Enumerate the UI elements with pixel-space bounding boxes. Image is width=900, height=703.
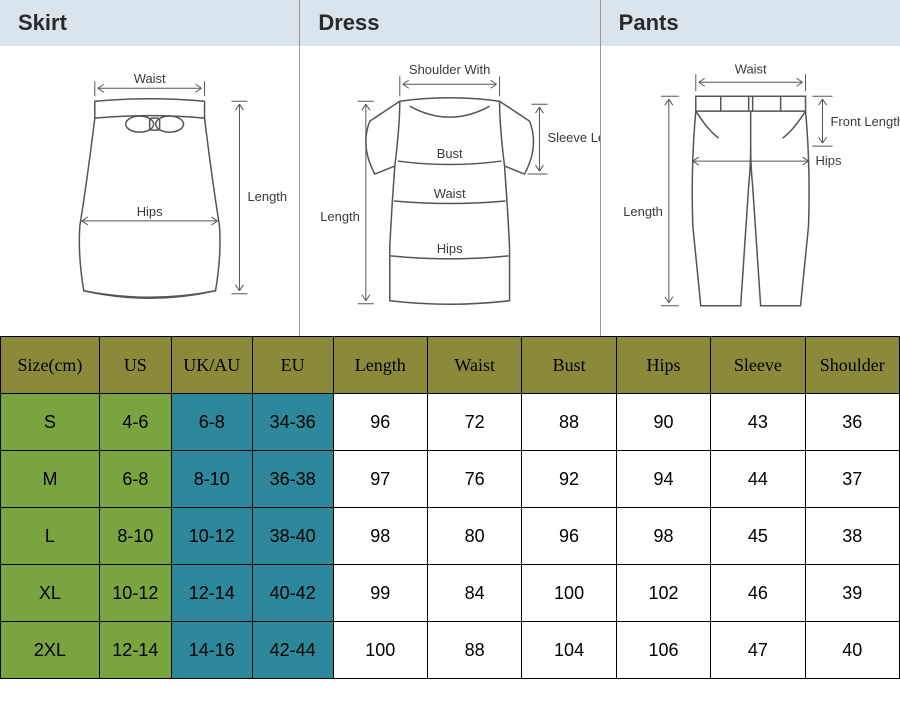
table-cell: 100	[522, 565, 616, 622]
table-cell: 97	[333, 451, 427, 508]
table-cell: XL	[1, 565, 100, 622]
panel-title-pants: Pants	[601, 0, 900, 46]
table-cell: 96	[333, 394, 427, 451]
column-header: Size(cm)	[1, 337, 100, 394]
table-cell: 90	[616, 394, 710, 451]
size-chart-table: Size(cm)USUK/AUEULengthWaistBustHipsSlee…	[0, 336, 900, 679]
table-cell: 106	[616, 622, 710, 679]
skirt-diagram: Waist Hips Length	[0, 46, 299, 336]
table-cell: 40	[805, 622, 899, 679]
table-cell: 12-14	[99, 622, 171, 679]
dress-label-waist: Waist	[434, 186, 466, 201]
table-cell: 43	[711, 394, 805, 451]
table-cell: 88	[427, 622, 521, 679]
table-cell: 4-6	[99, 394, 171, 451]
column-header: US	[99, 337, 171, 394]
table-cell: 38	[805, 508, 899, 565]
table-cell: 8-10	[99, 508, 171, 565]
table-cell: L	[1, 508, 100, 565]
dress-label-shoulder: Shoulder With	[409, 62, 490, 77]
table-cell: 34-36	[252, 394, 333, 451]
table-cell: 76	[427, 451, 521, 508]
pants-label-length: Length	[623, 204, 663, 219]
table-cell: S	[1, 394, 100, 451]
panel-title-skirt: Skirt	[0, 0, 299, 46]
table-cell: 37	[805, 451, 899, 508]
panel-title-dress: Dress	[300, 0, 599, 46]
skirt-label-waist: Waist	[134, 71, 166, 86]
skirt-label-length: Length	[247, 189, 287, 204]
pants-label-front: Front Length	[830, 114, 900, 129]
panel-dress: Dress	[300, 0, 600, 336]
dress-label-bust: Bust	[437, 146, 463, 161]
table-cell: 8-10	[171, 451, 252, 508]
column-header: Hips	[616, 337, 710, 394]
skirt-label-hips: Hips	[137, 204, 163, 219]
column-header: Shoulder	[805, 337, 899, 394]
table-cell: 6-8	[99, 451, 171, 508]
table-cell: 102	[616, 565, 710, 622]
table-cell: 14-16	[171, 622, 252, 679]
table-cell: 44	[711, 451, 805, 508]
table-row: L8-1010-1238-40988096984538	[1, 508, 900, 565]
table-cell: 96	[522, 508, 616, 565]
column-header: Sleeve	[711, 337, 805, 394]
table-cell: 99	[333, 565, 427, 622]
table-cell: 47	[711, 622, 805, 679]
column-header: UK/AU	[171, 337, 252, 394]
table-cell: 45	[711, 508, 805, 565]
table-cell: 94	[616, 451, 710, 508]
column-header: Length	[333, 337, 427, 394]
table-cell: 88	[522, 394, 616, 451]
table-cell: M	[1, 451, 100, 508]
column-header: EU	[252, 337, 333, 394]
table-cell: 6-8	[171, 394, 252, 451]
dress-label-length: Length	[321, 209, 361, 224]
table-row: M6-88-1036-38977692944437	[1, 451, 900, 508]
table-cell: 12-14	[171, 565, 252, 622]
pants-diagram: Waist Hips Length	[601, 46, 900, 336]
diagram-row: Skirt	[0, 0, 900, 336]
table-cell: 40-42	[252, 565, 333, 622]
panel-pants: Pants	[601, 0, 900, 336]
table-cell: 10-12	[99, 565, 171, 622]
table-cell: 42-44	[252, 622, 333, 679]
table-cell: 72	[427, 394, 521, 451]
table-row: XL10-1212-1440-4299841001024639	[1, 565, 900, 622]
pants-label-hips: Hips	[815, 153, 841, 168]
table-cell: 2XL	[1, 622, 100, 679]
dress-label-sleeve: Sleeve Length	[548, 130, 600, 145]
table-cell: 98	[333, 508, 427, 565]
table-cell: 38-40	[252, 508, 333, 565]
size-chart-header-row: Size(cm)USUK/AUEULengthWaistBustHipsSlee…	[1, 337, 900, 394]
dress-diagram: Shoulder With Bust Waist Hips Sleeve Len…	[300, 46, 599, 336]
table-cell: 36-38	[252, 451, 333, 508]
table-cell: 80	[427, 508, 521, 565]
pants-label-waist: Waist	[734, 61, 766, 76]
table-cell: 92	[522, 451, 616, 508]
table-cell: 104	[522, 622, 616, 679]
table-cell: 46	[711, 565, 805, 622]
table-cell: 39	[805, 565, 899, 622]
table-cell: 100	[333, 622, 427, 679]
table-cell: 84	[427, 565, 521, 622]
panel-skirt: Skirt	[0, 0, 300, 336]
table-row: S4-66-834-36967288904336	[1, 394, 900, 451]
column-header: Waist	[427, 337, 521, 394]
table-cell: 36	[805, 394, 899, 451]
column-header: Bust	[522, 337, 616, 394]
table-row: 2XL12-1414-1642-44100881041064740	[1, 622, 900, 679]
table-cell: 98	[616, 508, 710, 565]
dress-label-hips: Hips	[437, 241, 463, 256]
table-cell: 10-12	[171, 508, 252, 565]
